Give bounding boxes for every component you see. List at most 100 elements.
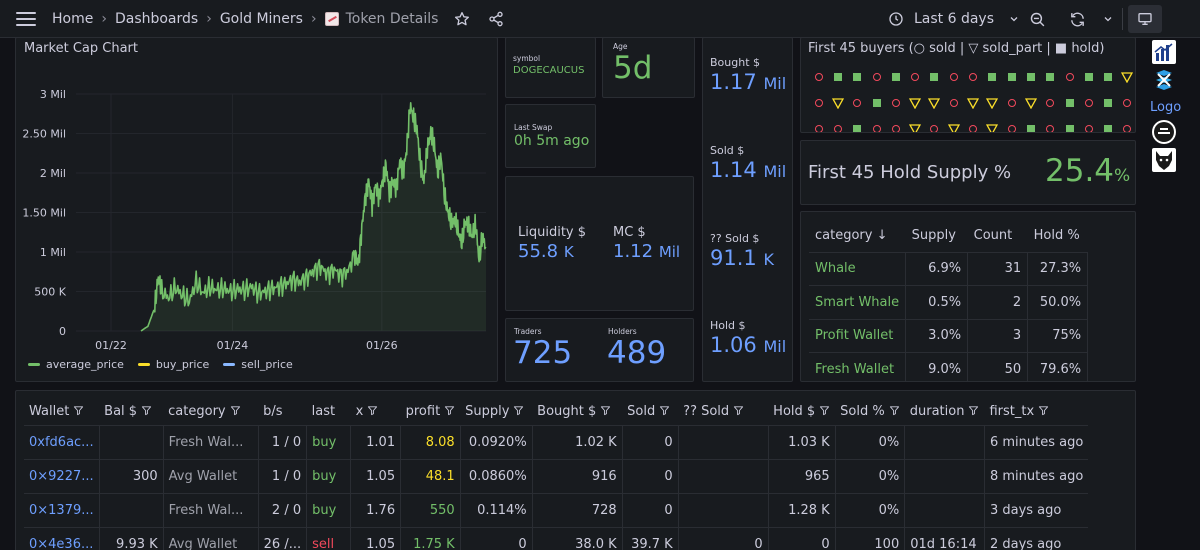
filter-icon[interactable] xyxy=(226,404,241,419)
menu-icon[interactable] xyxy=(16,12,36,26)
category-panel: category ↓ Supply Count Hold % Whale 6.9%… xyxy=(800,211,1136,382)
col-header-last[interactable]: last xyxy=(306,399,351,426)
col-header-x[interactable]: x xyxy=(350,399,401,426)
stacked-logo-icon xyxy=(1152,68,1176,92)
x-tick-label: 01/26 xyxy=(366,339,398,352)
count-cell: 31 xyxy=(967,252,1029,286)
refresh-interval-chevron-down-icon[interactable] xyxy=(1100,8,1116,30)
legend-item-sell-price[interactable]: sell_price xyxy=(223,358,293,371)
sold-circle-icon xyxy=(1118,122,1135,132)
col-header-sold-pct[interactable]: Sold % xyxy=(835,399,905,426)
hold-square-icon xyxy=(1060,96,1079,110)
legend-item-buy-price[interactable]: buy_price xyxy=(137,358,209,371)
unknown-sold-cell xyxy=(678,493,769,528)
x-cell: 1.76 xyxy=(350,493,402,528)
market-cap-chart[interactable]: 0 500 K 1 Mil 1.50 Mil 2 Mil 2.50 Mil 3 Mil 01/… xyxy=(16,38,498,382)
sort-down-icon: ↓ xyxy=(876,228,888,244)
star-icon[interactable] xyxy=(454,11,470,27)
hold-square-icon xyxy=(1021,70,1040,84)
sold-circle-icon xyxy=(848,96,867,110)
filter-icon[interactable] xyxy=(1034,404,1049,419)
col-header-supply[interactable]: Supply xyxy=(460,399,533,426)
count-cell: 3 xyxy=(967,319,1029,353)
hold-square-icon xyxy=(1098,70,1117,84)
sold-circle-icon xyxy=(809,96,828,110)
col-header-sold[interactable]: Sold xyxy=(622,399,679,426)
hold-square-icon xyxy=(1098,96,1117,110)
wallet-row[interactable]: 0×9227... 300 Avg Wallet 1 / 0 buy 1.05 48.1 0.… xyxy=(24,459,1089,494)
category-table: category ↓ Supply Count Hold % Whale 6.9%… xyxy=(809,220,1089,381)
time-range-picker[interactable]: Last 6 days xyxy=(888,6,1020,32)
breadcrumb-home[interactable]: Home xyxy=(52,11,94,27)
col-header-category[interactable]: category xyxy=(163,399,259,426)
filter-icon[interactable] xyxy=(69,404,84,419)
category-cell: Avg Wallet xyxy=(163,459,259,494)
sold-cell: 0 xyxy=(622,425,679,460)
col-header-unknown-sold[interactable]: ?? Sold xyxy=(678,399,769,426)
col-header-category[interactable]: category ↓ xyxy=(809,220,906,253)
wallet-row[interactable]: 0xfd6ac... Fresh Wal... 1 / 0 buy 1.01 8.08 0.… xyxy=(24,425,1089,460)
filter-icon[interactable] xyxy=(137,404,152,419)
liquidity-mc-panel: Liquidity $ 55.8 K MC $ 1.12 Mil xyxy=(505,176,694,311)
hold-square-icon xyxy=(886,70,905,84)
buyers-row xyxy=(809,90,1135,116)
col-header-duration[interactable]: duration xyxy=(904,399,985,426)
col-header-hold[interactable]: Hold $ xyxy=(768,399,836,426)
breadcrumb-gold-miners[interactable]: Gold Miners xyxy=(219,11,303,27)
sold-circle-icon xyxy=(1079,96,1098,110)
sold-pct-cell: 0% xyxy=(835,459,906,494)
category-row[interactable]: Whale 6.9% 31 27.3% xyxy=(809,252,1089,286)
col-header-bought[interactable]: Bought $ xyxy=(532,399,623,426)
market-cap-panel: Market Cap Chart 0 500 K 1 Mil 1.50 Mil 2 Mi… xyxy=(15,37,498,382)
filter-icon[interactable] xyxy=(729,404,744,419)
last-swap-value: 0h 5m ago xyxy=(514,133,590,149)
hold-cell: 965 xyxy=(768,459,836,494)
col-header-count[interactable]: Count xyxy=(967,220,1028,253)
col-header-bal[interactable]: Bal $ xyxy=(99,399,164,426)
bal-cell xyxy=(99,425,164,460)
category-row[interactable]: Fresh Wallet 9.0% 50 79.6% xyxy=(809,352,1089,381)
col-header-supply[interactable]: Supply xyxy=(905,220,968,253)
series-line-average-price[interactable] xyxy=(140,102,487,332)
filter-icon[interactable] xyxy=(440,404,455,419)
category-name-cell: Fresh Wallet xyxy=(809,352,907,381)
filter-icon[interactable] xyxy=(964,404,979,419)
bar-chart-logo-icon xyxy=(1152,40,1176,64)
mc-value: 1.12 Mil xyxy=(613,241,681,262)
wallet-row[interactable]: 0×4e36... 9.93 K Avg Wallet 26 /... sell 1.05… xyxy=(24,527,1089,550)
filter-icon[interactable] xyxy=(815,404,830,419)
filter-icon[interactable] xyxy=(596,404,611,419)
share-icon[interactable] xyxy=(488,11,504,27)
zoom-out-icon[interactable] xyxy=(1026,8,1048,30)
bal-cell xyxy=(99,493,164,528)
category-row[interactable]: Smart Whale 0.5% 2 50.0% xyxy=(809,285,1089,320)
unknown-sold-cell: 0 xyxy=(678,527,769,550)
sold-circle-icon xyxy=(867,70,886,84)
wallet-cell[interactable]: 0×1379... xyxy=(24,493,100,528)
col-header-bs[interactable]: b/s xyxy=(258,399,307,426)
wallet-cell[interactable]: 0×4e36... xyxy=(24,527,100,550)
col-header-profit[interactable]: profit xyxy=(400,399,461,426)
sold-circle-icon xyxy=(867,122,886,132)
col-header-wallet[interactable]: Wallet xyxy=(24,399,100,426)
time-range-label: Last 6 days xyxy=(914,11,995,27)
filter-icon[interactable] xyxy=(363,404,378,419)
category-row[interactable]: Profit Wallet 3.0% 3 75% xyxy=(809,319,1089,353)
filter-icon[interactable] xyxy=(655,404,670,419)
legend-item-average-price[interactable]: average_price xyxy=(28,358,124,371)
bs-cell: 26 /... xyxy=(258,527,308,550)
wallet-cell[interactable]: 0xfd6ac... xyxy=(24,425,100,460)
breadcrumb-dashboards[interactable]: Dashboards xyxy=(114,11,199,27)
wallet-cell[interactable]: 0×9227... xyxy=(24,459,100,494)
col-header-hold[interactable]: Hold % xyxy=(1027,220,1088,253)
wallet-row[interactable]: 0×1379... Fresh Wal... 2 / 0 buy 1.76 550 0.11… xyxy=(24,493,1089,528)
last-swap-panel: Last Swap 0h 5m ago xyxy=(505,104,596,168)
chevron-right-icon: › xyxy=(206,11,212,27)
tv-mode-button[interactable] xyxy=(1128,5,1162,33)
filter-icon[interactable] xyxy=(509,404,524,419)
refresh-icon[interactable] xyxy=(1066,8,1088,30)
col-header-first-tx[interactable]: first_tx xyxy=(984,399,1089,426)
hold-pct-cell: 75% xyxy=(1027,319,1089,353)
filter-icon[interactable] xyxy=(885,404,900,419)
last-cell: sell xyxy=(306,527,352,550)
